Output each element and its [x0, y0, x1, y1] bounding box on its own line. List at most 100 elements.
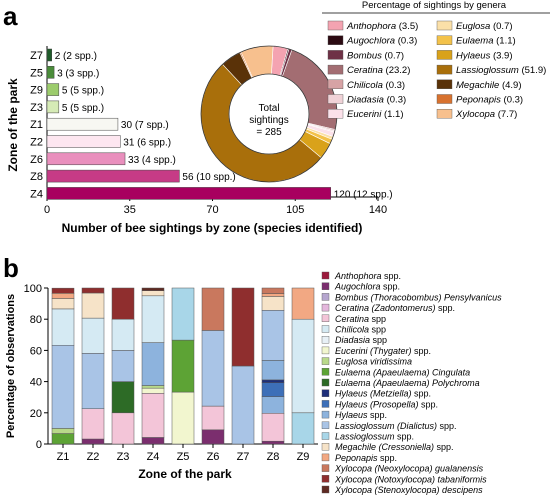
- species-legend-swatch: [321, 453, 330, 462]
- genera-legend-name: Xylocopa: [455, 109, 495, 120]
- a-category-label: Z2: [30, 137, 43, 149]
- genera-legend-swatch: [436, 108, 453, 119]
- a-bar: [46, 100, 60, 114]
- b-stack-segment: [51, 433, 75, 445]
- species-legend-label: Ceratina spp: [335, 314, 386, 324]
- b-stack-segment: [141, 342, 165, 386]
- b-stack-segment: [261, 413, 285, 442]
- b-stack-segment: [81, 317, 105, 354]
- b-stack-segment: [291, 412, 315, 445]
- genera-legend-name: Euglosa: [456, 21, 490, 32]
- species-legend-label: Peponapis spp.: [335, 453, 397, 463]
- genera-donut-chart: [200, 45, 338, 183]
- genera-legend-label: Eucerini (1.1): [347, 109, 404, 120]
- a-category-label: Z5: [30, 67, 43, 79]
- genera-legend-label: Megachile (4.9): [456, 80, 522, 91]
- species-legend-suffix: spp.: [368, 410, 388, 420]
- b-x-tick-label: Z9: [297, 451, 310, 463]
- species-legend-swatch: [321, 485, 330, 494]
- a-bar: [46, 48, 52, 62]
- species-legend-name: Anthophora: [334, 271, 382, 281]
- species-legend-label: Megachile (Cressoniella) spp.: [335, 442, 454, 452]
- b-x-tick-label: Z5: [177, 451, 190, 463]
- b-x-tick-label: Z6: [207, 451, 220, 463]
- genera-legend-label: Anthophora (3.5): [346, 21, 418, 32]
- genera-legend-label: Euglosa (0.7): [456, 21, 513, 32]
- species-legend-label: Lassioglossum (Dialictus) spp.: [335, 421, 457, 431]
- donut-center-total: Total: [258, 103, 279, 114]
- b-stack-segment: [111, 412, 135, 445]
- species-legend-name: Diadasia: [335, 335, 370, 345]
- stacked-bar-chart: 0 20 40 60 80 100 Z1 Z2 Z3 Z4 Z5 Z6 Z7 Z8 Z9: [24, 283, 318, 463]
- species-legend-label: Xylocopa (Neoxylocopa) gualanensis: [334, 464, 484, 474]
- genera-legend-label: Ceratina (23.2): [347, 65, 410, 76]
- species-legend-name: Eulaema (Apaeulaema) Cingulata: [335, 367, 470, 377]
- genera-legend-swatch: [327, 20, 344, 31]
- genera-legend-swatch: [327, 35, 344, 45]
- b-stack-segment: [81, 287, 105, 294]
- a-x-tick-label: 35: [124, 204, 136, 216]
- b-stack-segment: [171, 287, 195, 341]
- species-legend-label: Euglosa viridissima: [335, 357, 412, 367]
- species-legend-label: Xylocopa (Notoxylocopa) tabaniformis: [334, 474, 487, 484]
- b-x-tick-label: Z4: [147, 451, 160, 463]
- genera-legend-value: (51.9): [519, 65, 546, 76]
- genera-legend-name: Eucerini: [347, 109, 382, 120]
- a-category-label: Z1: [30, 119, 43, 131]
- genera-legend-label: Lassioglossum (51.9): [456, 65, 546, 76]
- a-bar: [46, 117, 119, 131]
- a-bar: [46, 187, 331, 200]
- donut-center-count: = 285: [256, 127, 282, 138]
- donut-center-sightings: sightings: [249, 115, 288, 126]
- genera-legend: Anthophora (3.5)Augochlora (0.3)Bombus (…: [327, 20, 546, 120]
- a-bar-data-label: 56 (10 spp.): [182, 172, 235, 183]
- b-stack-segment: [81, 353, 105, 409]
- genera-legend-swatch: [436, 64, 453, 75]
- genera-legend-label: Eulaema (1.1): [456, 36, 516, 47]
- species-legend-name: Lassioglossum (Dialictus): [335, 421, 437, 431]
- species-legend-suffix: spp.: [419, 399, 439, 409]
- species-legend-name: Lassioglossum: [335, 432, 395, 442]
- b-stack-segment: [111, 350, 135, 382]
- b-stack-segment: [171, 391, 195, 445]
- genera-legend-swatch: [436, 50, 453, 60]
- species-legend-swatch: [321, 357, 330, 365]
- species-legend-swatch: [321, 443, 330, 451]
- b-stack-segment: [171, 339, 195, 393]
- species-legend-label: Bombus (Thoracobombus) Pensylvanicus: [335, 292, 502, 302]
- species-legend-name: Chilicola: [335, 325, 369, 335]
- genera-legend-label: Hylaeus (3.9): [456, 50, 513, 61]
- genera-legend-swatch: [327, 50, 344, 60]
- species-legend-swatch: [321, 346, 330, 355]
- b-x-tick-label: Z8: [267, 451, 280, 463]
- b-y-tick-label: 100: [24, 283, 42, 295]
- a-category-label: Z6: [30, 154, 43, 166]
- b-stack-segment: [141, 295, 165, 343]
- genera-legend-value: (0.3): [501, 95, 523, 106]
- species-legend-swatch: [321, 314, 330, 322]
- b-stack-segment: [261, 310, 285, 361]
- genera-legend-swatch: [436, 20, 453, 31]
- b-x-tick-label: Z3: [117, 451, 130, 463]
- genera-legend-value: (0.7): [490, 21, 512, 32]
- species-legend-name: Hylaeus (Prosopella): [335, 399, 419, 409]
- genera-legend-value: (7.7): [495, 109, 517, 120]
- b-y-tick-label: 60: [30, 345, 42, 357]
- b-stack-segment: [141, 387, 165, 394]
- species-legend-name: Xylocopa (Neoxylocopa) gualanensis: [334, 464, 484, 474]
- a-category-label: Z4: [30, 188, 43, 200]
- species-legend-label: Xylocopa (Stenoxylocopa) descipens: [334, 485, 483, 495]
- b-stack-segment: [111, 381, 135, 414]
- genera-legend-swatch: [327, 94, 344, 104]
- species-legend-swatch: [321, 325, 330, 333]
- genera-legend-name: Chilicola: [347, 80, 383, 91]
- b-stack-segment: [261, 379, 285, 383]
- species-legend-suffix: spp.: [395, 432, 415, 442]
- b-stack-segment: [51, 428, 75, 434]
- b-stack-segment: [51, 298, 75, 310]
- genera-legend-value: (3.5): [396, 21, 418, 32]
- species-legend-swatch: [321, 421, 330, 429]
- a-bar: [46, 83, 60, 96]
- b-x-tick-label: Z2: [87, 451, 100, 463]
- a-category-label: Z3: [30, 102, 43, 114]
